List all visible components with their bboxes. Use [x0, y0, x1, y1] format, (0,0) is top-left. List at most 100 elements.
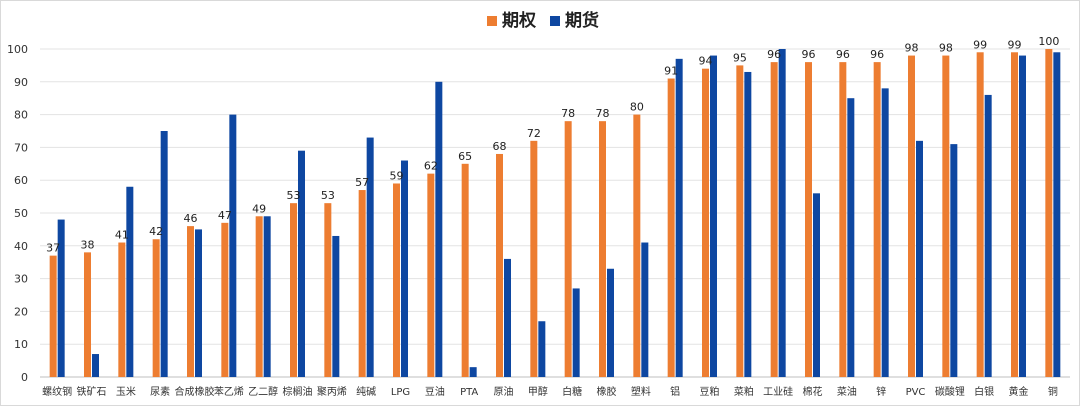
bar-qiquan: [152, 239, 160, 377]
y-tick-label: 50: [14, 207, 28, 220]
bar-qiquan: [908, 55, 915, 378]
bar-qihuo: [710, 55, 717, 378]
x-tick-label: 棕榈油: [283, 385, 313, 398]
data-label: 80: [630, 101, 644, 114]
data-label: 53: [321, 189, 335, 202]
bar-qihuo: [126, 186, 134, 377]
bar-qiquan: [427, 173, 435, 377]
y-tick-label: 10: [14, 338, 28, 351]
bar-qihuo: [469, 367, 477, 377]
bar-qihuo: [332, 235, 340, 377]
bar-qiquan: [633, 114, 641, 377]
data-label: 96: [767, 48, 781, 61]
x-tick-label: 碳酸锂: [935, 385, 965, 398]
x-tick-label: 豆油: [425, 385, 445, 398]
x-tick-label: 菜油: [837, 385, 857, 398]
data-label: 57: [355, 176, 369, 189]
bar-qiquan: [564, 121, 572, 377]
x-tick-label: 铝: [670, 386, 680, 398]
bar-qiquan: [255, 216, 263, 377]
data-label: 98: [939, 42, 953, 55]
bar-qiquan: [839, 62, 847, 378]
bar-qihuo: [366, 137, 374, 377]
y-tick-label: 60: [14, 174, 28, 187]
y-tick-label: 20: [14, 305, 28, 318]
data-label: 59: [390, 169, 404, 182]
x-tick-label: 铁矿石: [77, 385, 107, 398]
bar-qihuo: [916, 140, 923, 377]
y-tick-label: 40: [14, 240, 28, 253]
x-tick-label: 豆粕: [700, 385, 720, 398]
x-tick-label: 尿素: [150, 385, 170, 398]
bar-qiquan: [358, 190, 366, 377]
bar-qihuo: [229, 114, 237, 377]
bar-qiquan: [49, 255, 57, 377]
x-tick-label: LPG: [391, 387, 410, 398]
x-tick-label: 棉花: [803, 385, 823, 398]
bar-qihuo: [847, 98, 855, 377]
bar-qiquan: [770, 62, 778, 378]
x-tick-label: 合成橡胶: [175, 385, 215, 398]
y-tick-label: 80: [14, 109, 28, 122]
x-tick-label: 纯碱: [356, 385, 376, 398]
data-label: 96: [836, 48, 850, 61]
bar-qihuo: [984, 94, 992, 378]
bar-qiquan: [599, 121, 606, 377]
data-label: 94: [699, 55, 713, 68]
x-tick-label: 乙二醇: [248, 385, 278, 398]
bar-qihuo: [744, 71, 752, 378]
x-tick-label: 菜粕: [734, 385, 754, 398]
data-label: 42: [149, 225, 163, 238]
legend-label: 期权: [502, 10, 537, 31]
x-tick-label: 锌: [876, 385, 886, 398]
bar-qiquan: [290, 203, 297, 377]
x-tick-label: 螺纹钢: [42, 385, 72, 398]
data-label: 95: [733, 51, 747, 64]
bar-qihuo: [263, 216, 271, 377]
bar-qihuo: [195, 229, 202, 377]
bar-qiquan: [805, 62, 812, 378]
bar-qiquan: [84, 252, 91, 377]
bar-qiquan: [667, 78, 675, 378]
data-label: 72: [527, 127, 541, 140]
x-tick-label: 苯乙烯: [214, 385, 244, 398]
data-label: 78: [561, 107, 575, 120]
data-label: 47: [218, 209, 232, 222]
data-label: 96: [802, 48, 816, 61]
bar-qiquan: [530, 140, 538, 377]
data-label: 38: [81, 238, 95, 251]
y-tick-label: 0: [21, 371, 28, 384]
bar-qihuo: [813, 193, 820, 377]
bar-qiquan: [496, 153, 503, 377]
bar-qihuo: [881, 88, 889, 378]
bar-qihuo: [435, 81, 443, 378]
x-tick-label: 铜: [1048, 386, 1058, 398]
y-tick-label: 100: [7, 43, 28, 56]
x-tick-label: 甲醇: [528, 385, 548, 398]
legend-label: 期货: [565, 10, 599, 31]
bar-qihuo: [607, 268, 614, 377]
x-tick-label: 塑料: [631, 385, 651, 398]
bar-qiquan: [118, 242, 126, 377]
bar-qihuo: [57, 219, 65, 377]
y-tick-label: 70: [14, 141, 28, 154]
data-label: 37: [46, 242, 60, 255]
x-tick-label: 白糖: [562, 385, 582, 398]
data-label: 99: [973, 38, 987, 51]
legend-swatch: [550, 16, 560, 26]
data-label: 49: [252, 202, 266, 215]
bar-qihuo: [160, 131, 168, 377]
bar-qiquan: [873, 62, 881, 378]
bar-qiquan: [1045, 49, 1053, 377]
bar-qiquan: [976, 52, 984, 377]
bar-qihuo: [641, 242, 649, 377]
data-label: 99: [1008, 38, 1022, 51]
bar-qiquan: [324, 203, 332, 377]
data-label: 62: [424, 160, 438, 173]
bar-qiquan: [702, 68, 709, 378]
x-tick-label: 橡胶: [597, 385, 617, 398]
data-label: 98: [905, 42, 919, 55]
data-label: 65: [458, 150, 472, 163]
x-tick-label: PTA: [460, 387, 478, 398]
